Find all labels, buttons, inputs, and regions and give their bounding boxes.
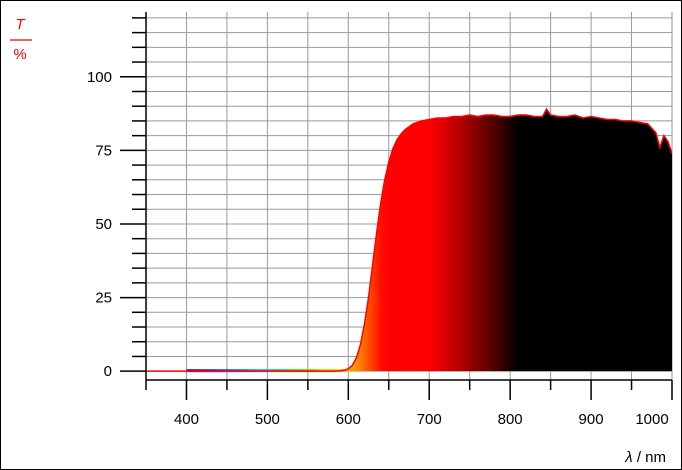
data-point (545, 108, 548, 110)
data-point (404, 129, 406, 131)
y-tick-label: 50 (95, 216, 112, 233)
data-point (550, 114, 552, 116)
data-point (541, 115, 544, 118)
transmission-curve-layer (146, 107, 672, 372)
data-point (436, 117, 438, 119)
data-point (622, 120, 625, 122)
x-tick-label: 800 (498, 411, 523, 428)
y-tick-label: 25 (95, 290, 112, 307)
data-point (363, 323, 366, 325)
x-axis-title: λ / nm (624, 449, 666, 466)
data-point (493, 114, 495, 116)
x-axis-title-unit: / nm (633, 449, 666, 466)
data-point (461, 115, 463, 118)
data-point (339, 370, 341, 372)
data-point (444, 117, 447, 119)
data-point (655, 132, 657, 134)
data-point (367, 296, 370, 299)
data-point (226, 370, 228, 372)
data-point (647, 123, 649, 125)
data-point (380, 202, 382, 204)
data-point (663, 135, 665, 137)
data-point (307, 370, 309, 372)
data-point (477, 115, 479, 118)
data-point (659, 146, 661, 149)
data-point (533, 115, 536, 118)
data-point (485, 114, 487, 116)
data-point (266, 370, 268, 372)
data-point (388, 161, 390, 163)
spectrum-fill (146, 109, 672, 372)
data-point (343, 369, 345, 371)
y-axis-title-unit: % (13, 46, 26, 63)
data-point (400, 133, 402, 135)
data-point (509, 115, 511, 118)
x-tick-label: 500 (255, 411, 280, 428)
data-point (351, 364, 353, 366)
data-point (614, 118, 616, 121)
data-point (384, 179, 386, 181)
data-point (396, 139, 398, 141)
data-point (566, 115, 568, 118)
data-point (639, 121, 641, 123)
data-point (606, 118, 608, 121)
data-point (501, 115, 503, 118)
axes: 0 25 50 75 100 400 500 600 700 800 900 1000 (87, 12, 673, 428)
data-point (598, 117, 600, 119)
data-point (525, 114, 527, 116)
x-axis-title-symbol: λ (624, 449, 632, 466)
data-point (359, 344, 362, 346)
data-point (582, 117, 584, 119)
y-tick-label: 75 (95, 142, 112, 159)
x-tick-label: 400 (174, 411, 199, 428)
data-point (671, 152, 672, 154)
data-point (667, 140, 669, 143)
data-point (185, 370, 188, 372)
axis-labels: T % λ / nm (10, 16, 666, 466)
data-point (420, 120, 422, 122)
spectrum-fill-area (146, 109, 672, 373)
x-tick-label: 900 (579, 411, 604, 428)
data-point (428, 118, 430, 121)
y-tick-label: 100 (87, 69, 112, 86)
data-point (517, 114, 519, 116)
data-point (469, 114, 471, 116)
x-tick-label: 600 (336, 411, 361, 428)
data-point (355, 357, 357, 359)
data-point (630, 120, 633, 122)
data-point (452, 115, 455, 118)
data-point (412, 123, 414, 125)
data-point (347, 368, 349, 370)
data-point (376, 232, 378, 234)
data-point (590, 115, 592, 118)
data-point (574, 114, 576, 116)
data-point (331, 370, 333, 372)
data-point (558, 115, 560, 118)
y-tick-label: 0 (104, 363, 112, 380)
data-point (392, 148, 394, 150)
data-point (371, 264, 374, 266)
x-tick-label: 1000 (635, 411, 668, 428)
x-tick-label: 700 (417, 411, 442, 428)
y-axis-title-symbol: T (15, 16, 26, 33)
